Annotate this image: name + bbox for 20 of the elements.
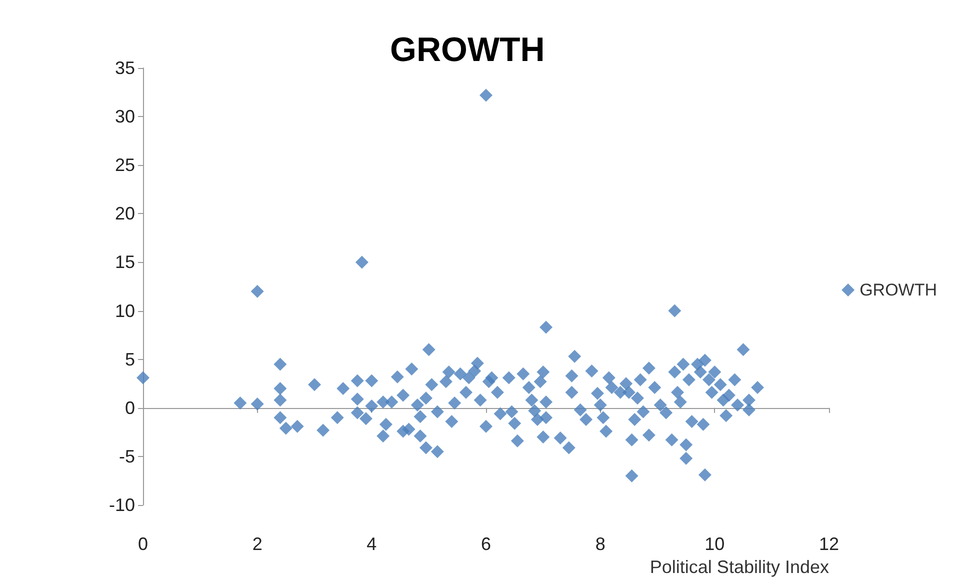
x-tick-label: 4: [366, 534, 377, 554]
y-tick-label: 20: [114, 204, 135, 224]
x-axis-title: Political Stability Index: [650, 556, 829, 577]
x-tick-label: 10: [704, 534, 725, 554]
x-tick-label: 8: [595, 534, 606, 554]
y-tick-label: 5: [124, 349, 135, 370]
y-tick-label: 15: [114, 252, 135, 272]
y-tick-label: 30: [114, 106, 135, 127]
y-tick-label: 35: [114, 58, 135, 78]
x-tick-label: 12: [818, 534, 840, 554]
legend-label: GROWTH: [860, 280, 938, 300]
chart-title: GROWTH: [390, 31, 545, 69]
x-tick-label: 0: [138, 534, 148, 554]
y-tick-label: 0: [124, 398, 135, 418]
x-tick-label: 2: [252, 534, 262, 554]
x-tick-label: 6: [480, 534, 492, 554]
y-tick-label: 10: [114, 300, 135, 321]
y-tick-label: 25: [114, 155, 135, 176]
y-tick-label: -5: [118, 446, 135, 466]
y-tick-label: -10: [108, 495, 135, 515]
